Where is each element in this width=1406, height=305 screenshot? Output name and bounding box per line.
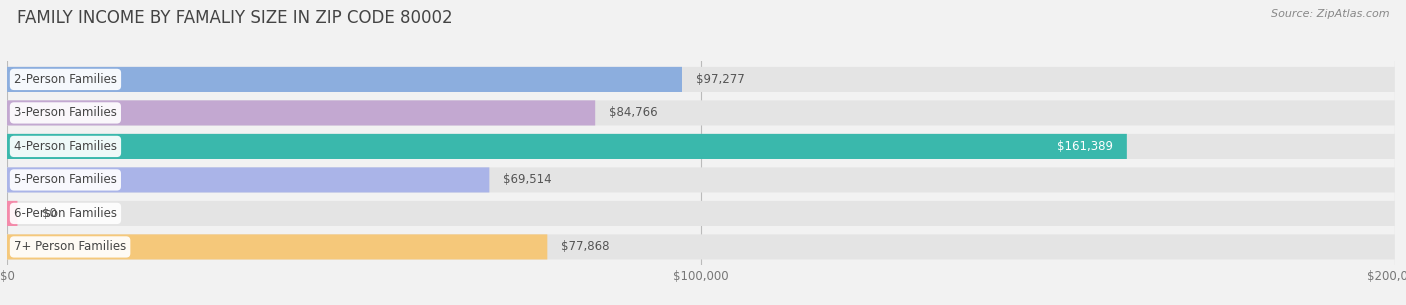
FancyBboxPatch shape — [7, 201, 17, 226]
FancyBboxPatch shape — [7, 134, 1395, 159]
FancyBboxPatch shape — [7, 234, 547, 260]
FancyBboxPatch shape — [7, 100, 1395, 125]
Text: 4-Person Families: 4-Person Families — [14, 140, 117, 153]
Text: $161,389: $161,389 — [1057, 140, 1114, 153]
FancyBboxPatch shape — [7, 201, 1395, 226]
Text: 2-Person Families: 2-Person Families — [14, 73, 117, 86]
Text: $97,277: $97,277 — [696, 73, 745, 86]
Text: 3-Person Families: 3-Person Families — [14, 106, 117, 120]
FancyBboxPatch shape — [7, 67, 1395, 92]
Text: $0: $0 — [42, 207, 56, 220]
FancyBboxPatch shape — [7, 167, 1395, 192]
Text: $84,766: $84,766 — [609, 106, 658, 120]
Text: 5-Person Families: 5-Person Families — [14, 174, 117, 186]
FancyBboxPatch shape — [7, 167, 489, 192]
Text: 7+ Person Families: 7+ Person Families — [14, 240, 127, 253]
FancyBboxPatch shape — [7, 67, 682, 92]
Text: FAMILY INCOME BY FAMALIY SIZE IN ZIP CODE 80002: FAMILY INCOME BY FAMALIY SIZE IN ZIP COD… — [17, 9, 453, 27]
Text: $69,514: $69,514 — [503, 174, 553, 186]
Text: $77,868: $77,868 — [561, 240, 610, 253]
FancyBboxPatch shape — [7, 100, 595, 125]
FancyBboxPatch shape — [7, 234, 1395, 260]
Text: 6-Person Families: 6-Person Families — [14, 207, 117, 220]
Text: Source: ZipAtlas.com: Source: ZipAtlas.com — [1271, 9, 1389, 19]
FancyBboxPatch shape — [7, 134, 1126, 159]
